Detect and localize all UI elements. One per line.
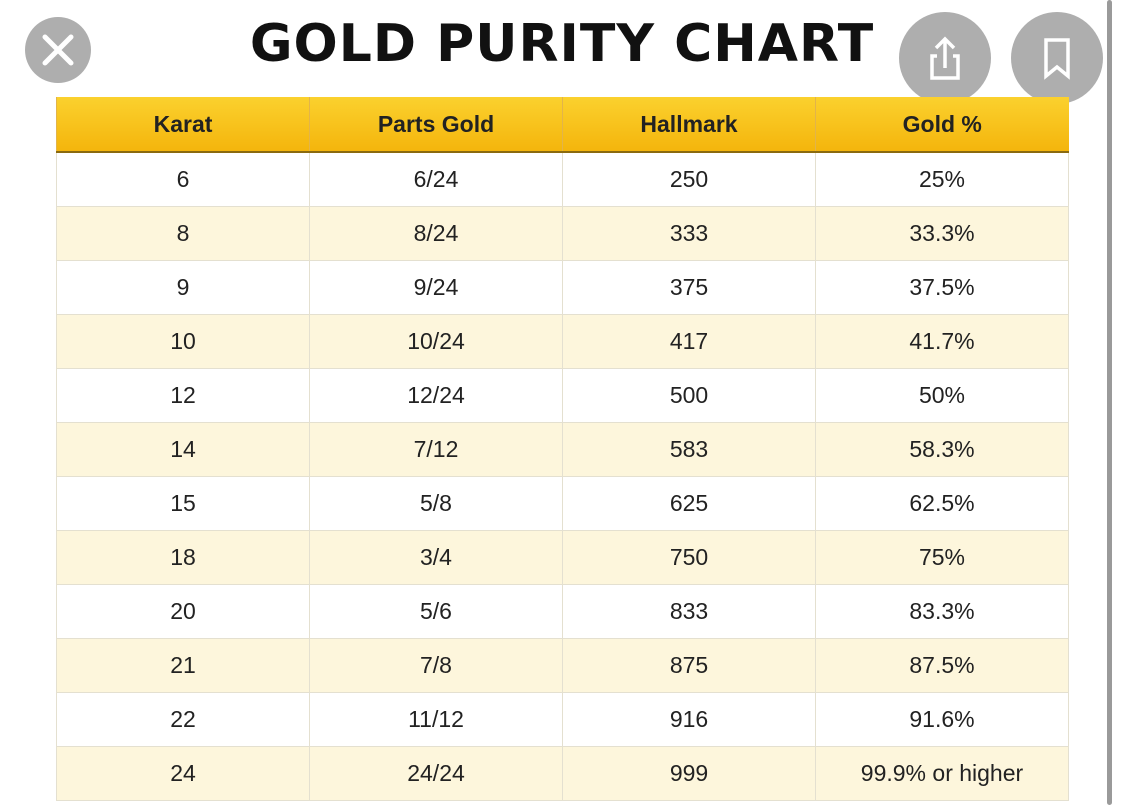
table-cell: 25% <box>815 151 1069 207</box>
table-cell: 250 <box>562 151 816 207</box>
table-cell: 11/12 <box>309 692 563 747</box>
close-button[interactable] <box>25 17 91 83</box>
table-row: 18 3/4 750 75% <box>56 530 1069 585</box>
table-cell: 15 <box>56 476 310 531</box>
table-cell: 12/24 <box>309 368 563 423</box>
table-cell: 500 <box>562 368 816 423</box>
table-cell: 999 <box>562 746 816 801</box>
purity-table: Karat Parts Gold Hallmark Gold % 6 6/24 250 25… <box>56 97 1069 801</box>
table-cell: 33.3% <box>815 206 1069 261</box>
column-header: Parts Gold <box>309 97 563 153</box>
table-head: Karat Parts Gold Hallmark Gold % <box>56 97 1069 153</box>
bookmark-icon <box>1044 38 1070 80</box>
table-cell: 750 <box>562 530 816 585</box>
column-header: Hallmark <box>562 97 816 153</box>
table-cell: 99.9% or higher <box>815 746 1069 801</box>
table-cell: 24/24 <box>309 746 563 801</box>
table-cell: 58.3% <box>815 422 1069 477</box>
table-cell: 18 <box>56 530 310 585</box>
table-cell: 583 <box>562 422 816 477</box>
header-row: Karat Parts Gold Hallmark Gold % <box>56 97 1069 153</box>
table-cell: 625 <box>562 476 816 531</box>
table-cell: 8 <box>56 206 310 261</box>
table-cell: 37.5% <box>815 260 1069 315</box>
table-cell: 833 <box>562 584 816 639</box>
table-cell: 14 <box>56 422 310 477</box>
column-header: Gold % <box>815 97 1069 153</box>
table-cell: 20 <box>56 584 310 639</box>
scrollbar <box>1107 0 1112 805</box>
table-cell: 87.5% <box>815 638 1069 693</box>
table-cell: 6 <box>56 151 310 207</box>
table-cell: 5/6 <box>309 584 563 639</box>
table-row: 15 5/8 625 62.5% <box>56 476 1069 531</box>
table-cell: 8/24 <box>309 206 563 261</box>
table-cell: 333 <box>562 206 816 261</box>
close-icon <box>42 34 74 66</box>
table-cell: 91.6% <box>815 692 1069 747</box>
table-cell: 916 <box>562 692 816 747</box>
table-cell: 10/24 <box>309 314 563 369</box>
table-cell: 9/24 <box>309 260 563 315</box>
table-row: 14 7/12 583 58.3% <box>56 422 1069 477</box>
table-cell: 7/12 <box>309 422 563 477</box>
share-button[interactable] <box>899 12 991 104</box>
table-row: 21 7/8 875 87.5% <box>56 638 1069 693</box>
table-cell: 417 <box>562 314 816 369</box>
table-row: 24 24/24 999 99.9% or higher <box>56 746 1069 801</box>
table-cell: 83.3% <box>815 584 1069 639</box>
column-header: Karat <box>56 97 310 153</box>
table-body: 6 6/24 250 25% 8 8/24 333 33.3% 9 9/24 375 37.5% 10 1… <box>56 151 1069 801</box>
table-row: 22 11/12 916 91.6% <box>56 692 1069 747</box>
table-cell: 7/8 <box>309 638 563 693</box>
table-cell: 9 <box>56 260 310 315</box>
table-cell: 50% <box>815 368 1069 423</box>
table-row: 12 12/24 500 50% <box>56 368 1069 423</box>
table-cell: 21 <box>56 638 310 693</box>
share-icon <box>930 36 960 80</box>
table-cell: 3/4 <box>309 530 563 585</box>
table-cell: 5/8 <box>309 476 563 531</box>
bookmark-button[interactable] <box>1011 12 1103 104</box>
table-cell: 75% <box>815 530 1069 585</box>
table-cell: 875 <box>562 638 816 693</box>
table-row: 6 6/24 250 25% <box>56 151 1069 207</box>
table-cell: 62.5% <box>815 476 1069 531</box>
table-cell: 6/24 <box>309 151 563 207</box>
table-cell: 10 <box>56 314 310 369</box>
table-row: 20 5/6 833 83.3% <box>56 584 1069 639</box>
table-row: 8 8/24 333 33.3% <box>56 206 1069 261</box>
table-cell: 41.7% <box>815 314 1069 369</box>
title: GOLD PURITY CHART <box>249 14 875 74</box>
table-cell: 24 <box>56 746 310 801</box>
table-cell: 12 <box>56 368 310 423</box>
table-row: 10 10/24 417 41.7% <box>56 314 1069 369</box>
table-cell: 22 <box>56 692 310 747</box>
table-cell: 375 <box>562 260 816 315</box>
table-row: 9 9/24 375 37.5% <box>56 260 1069 315</box>
